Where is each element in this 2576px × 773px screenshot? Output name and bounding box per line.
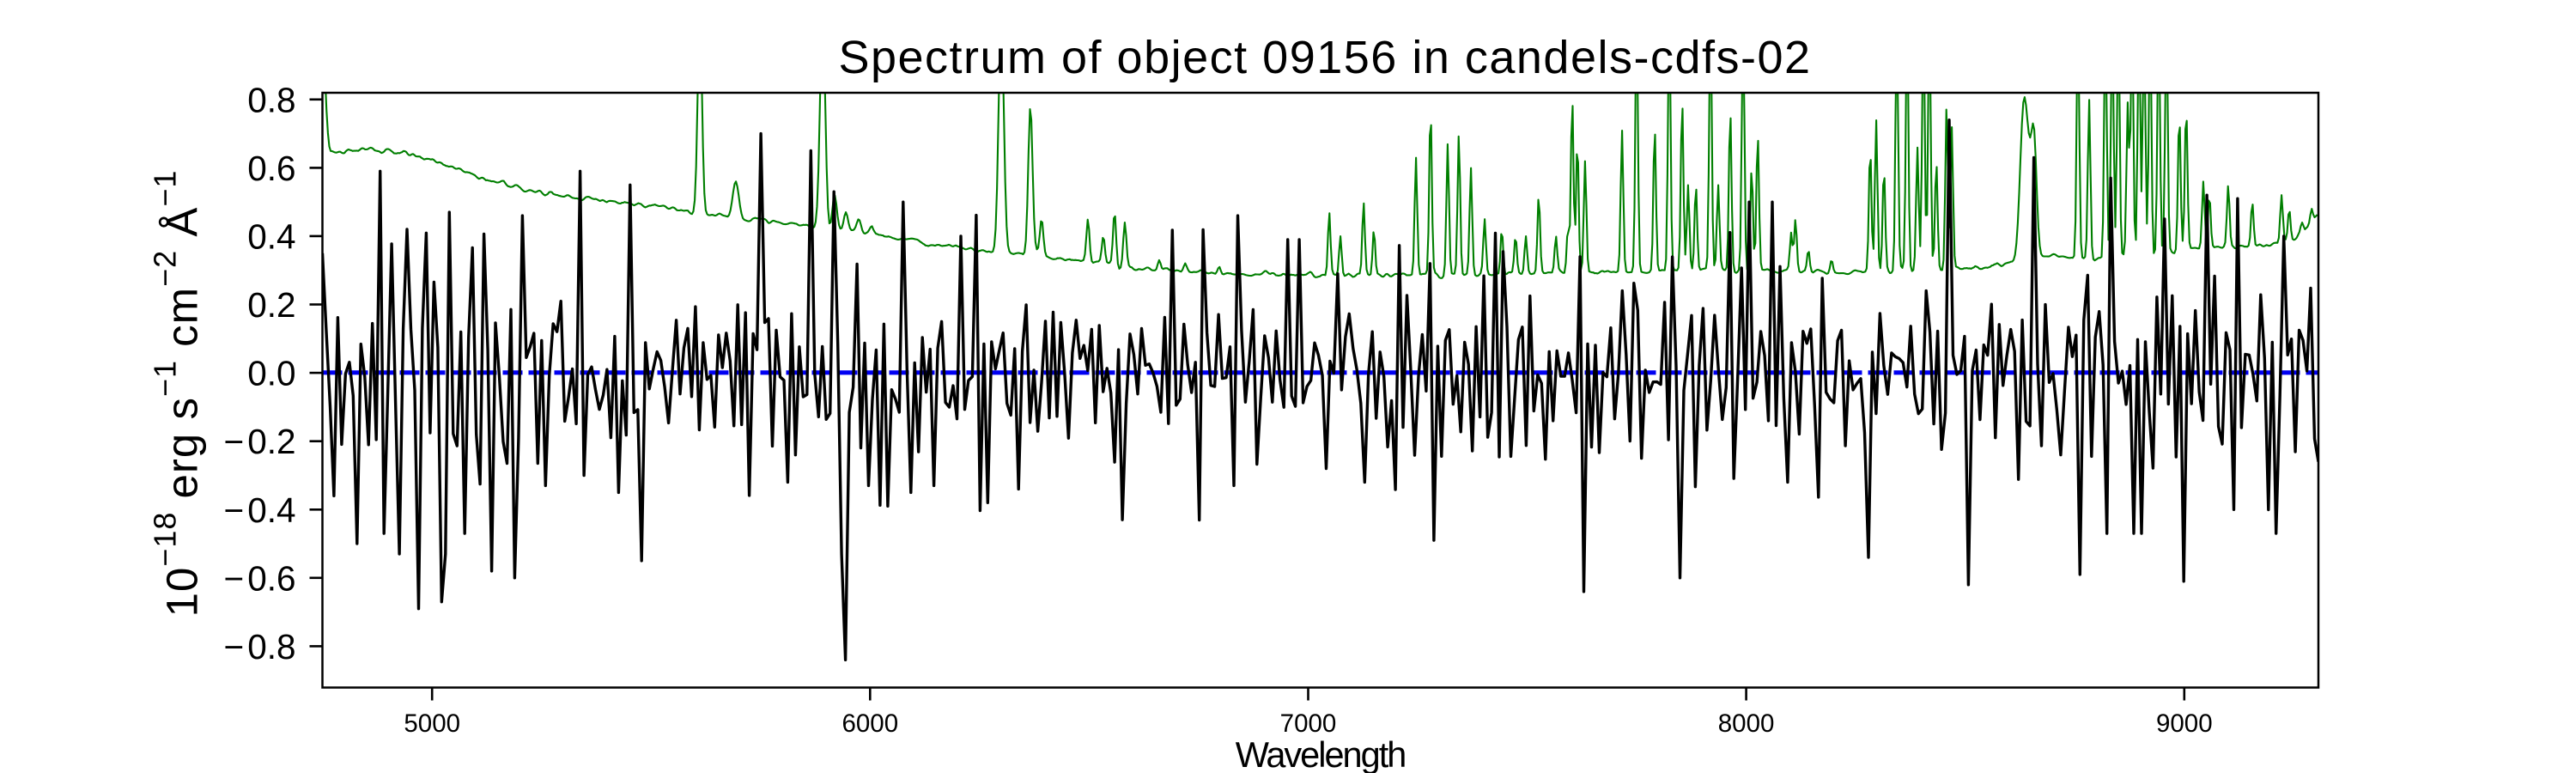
- svg-text:−0.2: −0.2: [224, 422, 296, 461]
- svg-text:6000: 6000: [841, 709, 898, 738]
- svg-text:0.2: 0.2: [247, 285, 295, 325]
- svg-text:0.8: 0.8: [247, 80, 295, 119]
- svg-text:Spectrum of object 09156 in ca: Spectrum of object 09156 in candels-cdfs…: [838, 32, 1811, 83]
- svg-text:0.4: 0.4: [247, 216, 295, 256]
- svg-text:−0.4: −0.4: [224, 490, 296, 530]
- svg-text:−0.6: −0.6: [224, 558, 296, 598]
- svg-text:0.6: 0.6: [247, 149, 295, 188]
- svg-text:9000: 9000: [2156, 709, 2213, 738]
- svg-text:0.0: 0.0: [247, 354, 295, 393]
- svg-text:Wavelength: Wavelength: [1236, 734, 1406, 773]
- svg-text:7000: 7000: [1280, 709, 1337, 738]
- svg-text:−0.8: −0.8: [224, 627, 296, 666]
- svg-text:5000: 5000: [404, 709, 460, 738]
- svg-text:8000: 8000: [1718, 709, 1775, 738]
